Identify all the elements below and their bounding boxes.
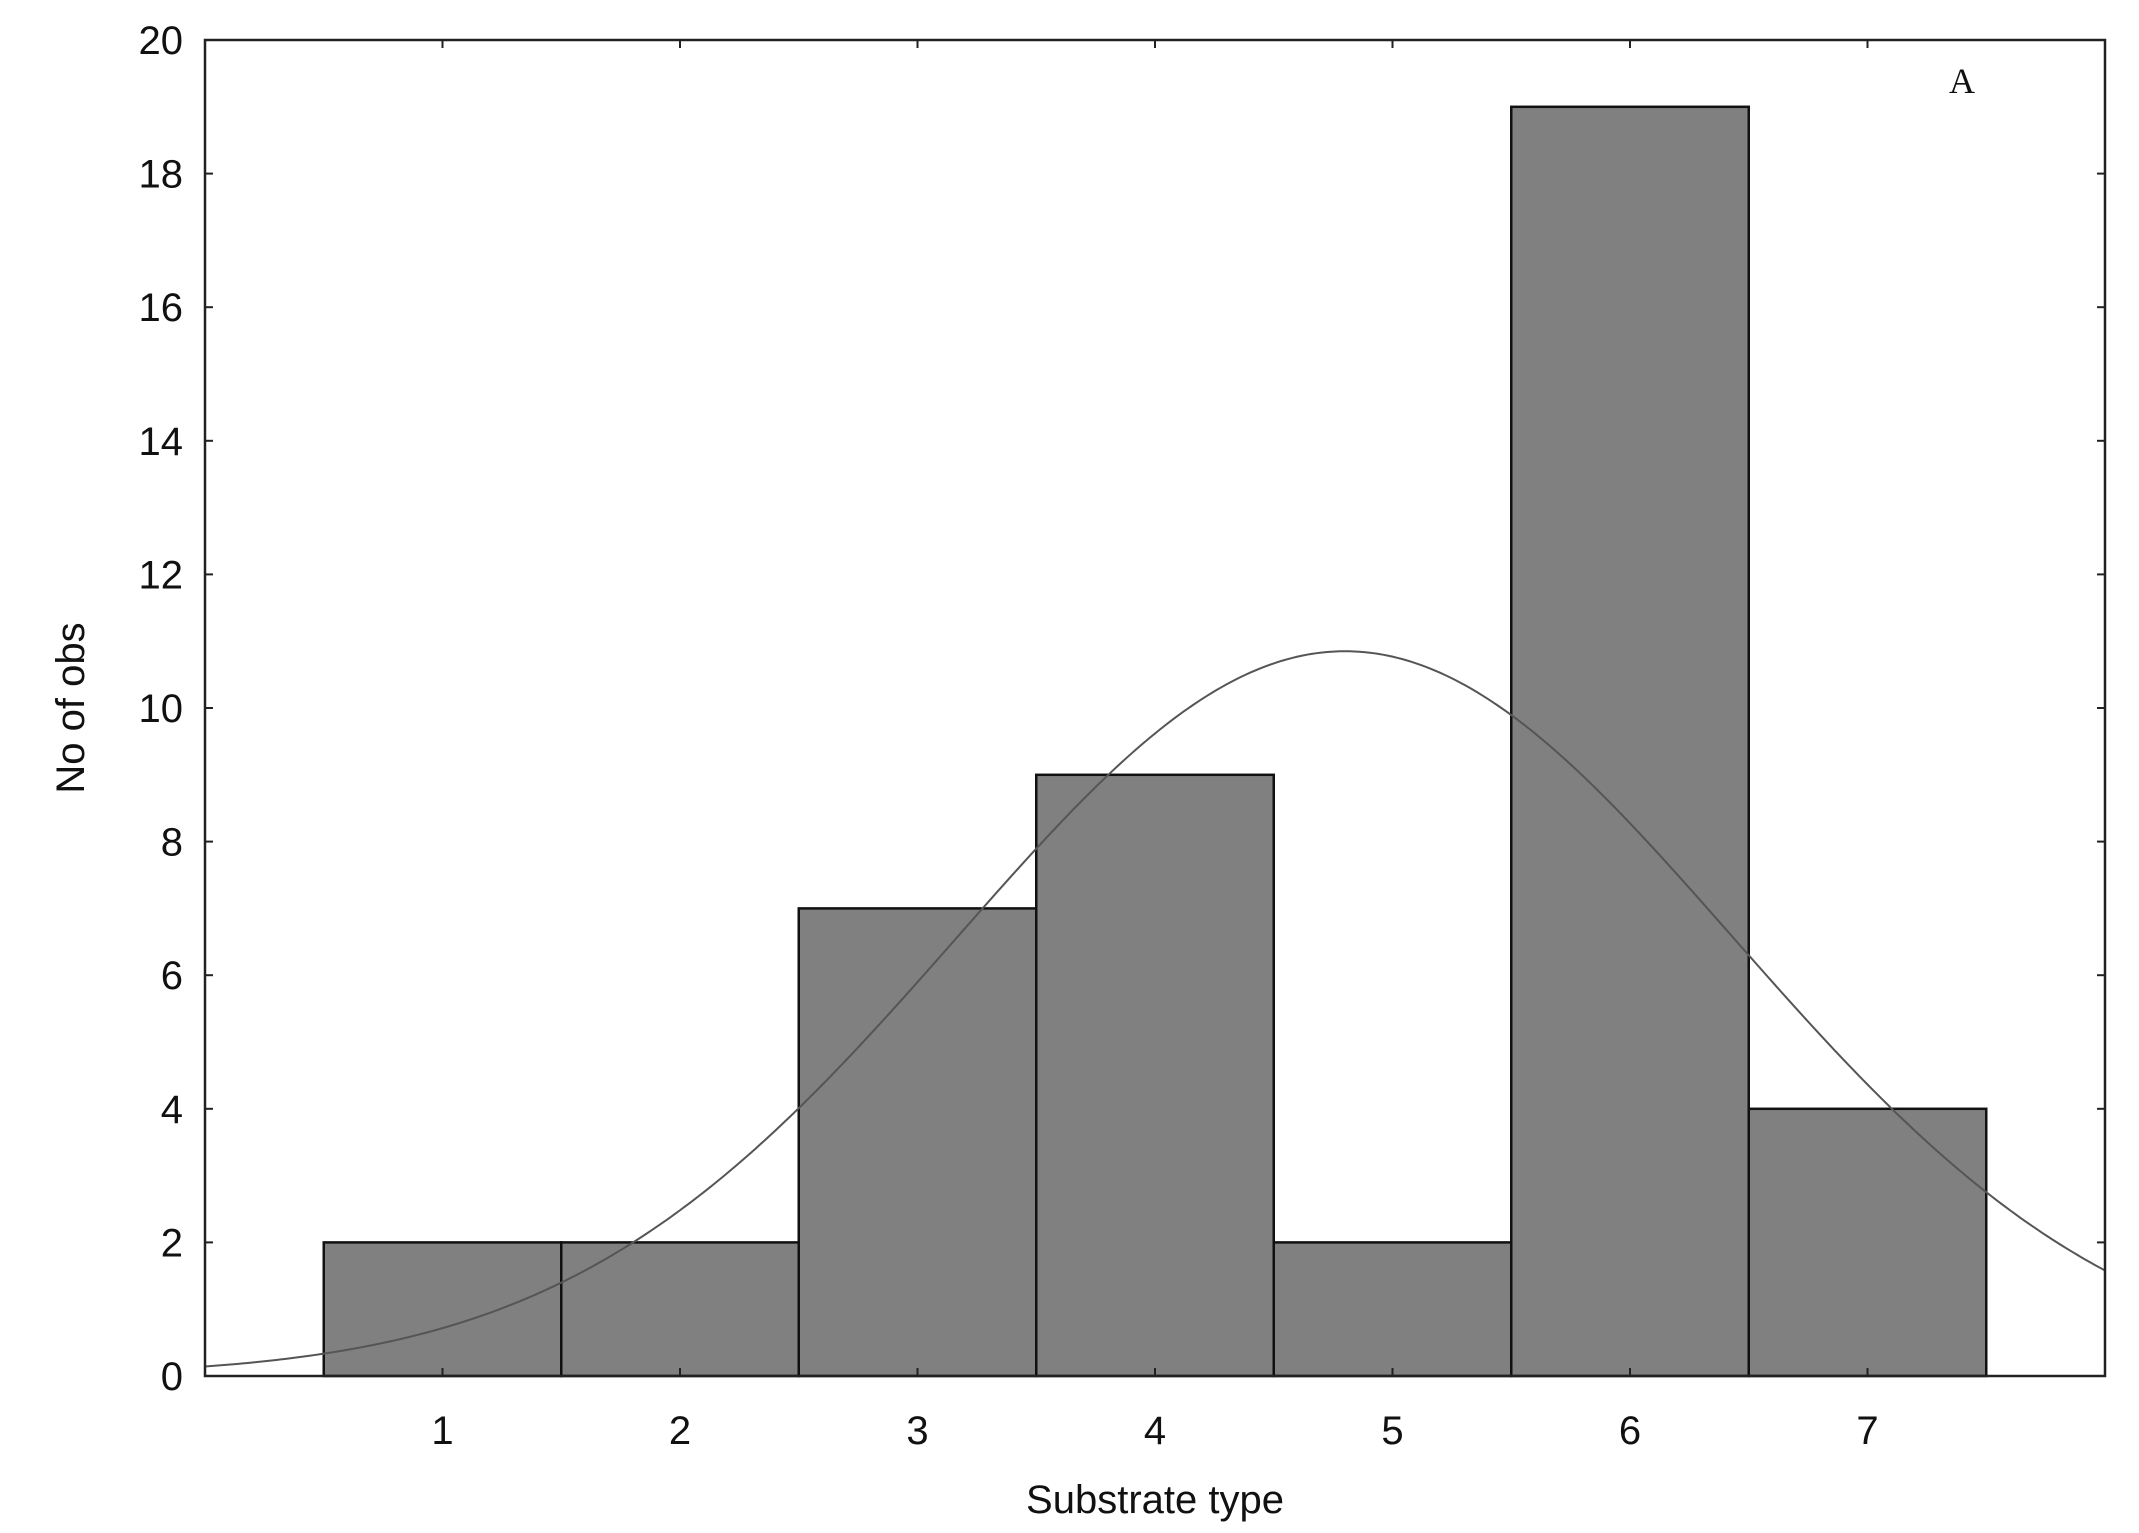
y-tick-label-16: 16 xyxy=(139,286,184,330)
bar-substrate-3 xyxy=(797,907,1038,1378)
bar-substrate-5 xyxy=(1272,1241,1513,1378)
y-tick-label-12: 12 xyxy=(139,553,184,597)
y-tick-label-0: 0 xyxy=(161,1355,183,1399)
x-tick-label-5: 5 xyxy=(1381,1409,1403,1453)
y-tick-label-18: 18 xyxy=(139,153,184,197)
x-tick-label-2: 2 xyxy=(669,1409,691,1453)
x-axis-title: Substrate type xyxy=(1026,1478,1284,1522)
bar-substrate-4 xyxy=(1035,773,1275,1378)
x-tick-label-7: 7 xyxy=(1856,1409,1878,1453)
x-tick-label-3: 3 xyxy=(906,1409,928,1453)
x-tick-label-4: 4 xyxy=(1144,1409,1166,1453)
y-tick-label-10: 10 xyxy=(139,687,184,731)
y-tick-label-4: 4 xyxy=(161,1088,183,1132)
y-axis-title: No of obs xyxy=(49,622,93,793)
y-axis-tick-labels: 0 2 4 6 8 10 12 14 16 18 20 xyxy=(139,19,184,1399)
y-tick-label-6: 6 xyxy=(161,954,183,998)
y-tick-label-2: 2 xyxy=(161,1221,183,1265)
bar-substrate-7 xyxy=(1747,1107,1988,1378)
panel-label: A xyxy=(1949,61,1975,101)
y-tick-label-14: 14 xyxy=(139,420,184,464)
bar-substrate-6 xyxy=(1510,105,1750,1378)
normal-fit-curve xyxy=(204,650,2106,1368)
bars-group xyxy=(322,105,1988,1378)
x-tick-label-1: 1 xyxy=(431,1409,453,1453)
axis-ticks xyxy=(205,39,2105,1377)
bar-substrate-1 xyxy=(322,1241,563,1378)
bar-substrate-2 xyxy=(560,1241,800,1378)
y-tick-label-8: 8 xyxy=(161,821,183,865)
x-axis-tick-labels: 1 2 3 4 5 6 7 xyxy=(431,1409,1878,1453)
x-tick-label-6: 6 xyxy=(1619,1409,1641,1453)
y-tick-label-20: 20 xyxy=(139,19,184,63)
